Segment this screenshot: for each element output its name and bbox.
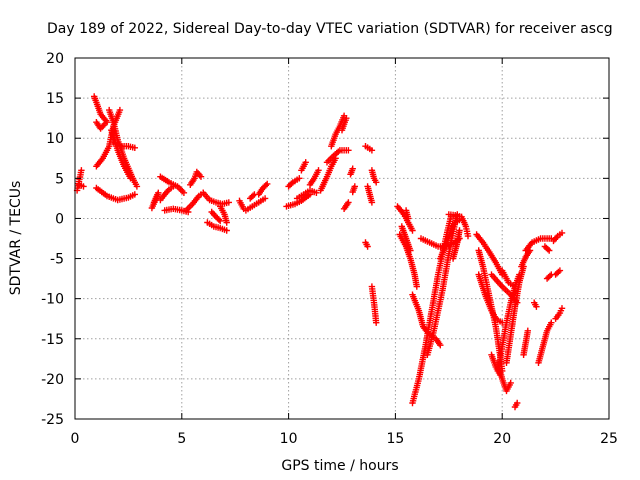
data-point-marker [101, 120, 109, 127]
data-point-marker [511, 283, 519, 290]
y-tick-label: 15 [46, 91, 64, 107]
data-point-marker [558, 229, 566, 237]
data-point-marker [548, 319, 555, 326]
data-point-marker [368, 147, 376, 154]
y-tick-label: -5 [50, 252, 64, 268]
data-point-marker [368, 199, 376, 206]
data-point-marker [351, 183, 358, 190]
y-axis-label: SDTVAR / TECUs [8, 181, 24, 296]
y-tick-labels: 20 15 10 5 0 -5 -10 -15 -20 -25 [41, 51, 64, 428]
x-tick-label: 10 [280, 431, 298, 447]
data-point-marker [544, 246, 551, 253]
x-axis-label: GPS time / hours [281, 458, 398, 474]
data-point-marker [223, 227, 230, 234]
data-point-marker [197, 173, 205, 180]
x-tick-labels: 0 5 10 15 20 25 [71, 431, 618, 447]
data-point-marker [507, 379, 514, 387]
data-point-marker [217, 217, 224, 225]
data-point-marker [343, 115, 350, 122]
data-point-marker [313, 189, 320, 196]
data-point-marker [262, 182, 269, 189]
y-tick-label: -10 [41, 292, 64, 308]
data-point-marker [296, 175, 303, 182]
chart-title: Day 189 of 2022, Sidereal Day-to-day VTE… [47, 21, 613, 37]
data-point-marker [373, 179, 380, 186]
data-point-marker [373, 319, 380, 326]
data-point-marker [180, 189, 188, 196]
data-point-marker [514, 299, 521, 306]
x-tick-label: 15 [386, 431, 404, 447]
y-tick-label: -20 [41, 372, 64, 388]
y-tick-label: -25 [41, 412, 64, 428]
data-points [73, 93, 566, 411]
data-point-marker [514, 399, 521, 407]
data-point-marker [413, 283, 420, 290]
data-point-marker [405, 215, 412, 222]
data-point-marker [456, 227, 463, 234]
data-point-marker [409, 227, 416, 234]
data-point-marker [261, 195, 269, 202]
y-tick-label: -15 [41, 332, 64, 348]
data-point-marker [264, 180, 271, 188]
x-tick-label: 5 [177, 431, 186, 447]
x-tick-label: 20 [493, 431, 511, 447]
data-point-marker [315, 167, 322, 174]
data-point-marker [345, 199, 352, 206]
y-tick-label: 20 [46, 51, 64, 67]
data-point-marker [131, 191, 138, 198]
data-point-marker [546, 272, 554, 280]
data-point-marker [546, 247, 553, 254]
data-point-marker [249, 192, 257, 199]
grid-lines [75, 58, 609, 419]
axis-ticks [74, 57, 610, 420]
data-point-marker [116, 106, 124, 114]
data-point-marker [215, 216, 222, 223]
data-point-marker [80, 183, 87, 190]
data-point-marker [302, 159, 309, 166]
data-point-marker [464, 232, 472, 240]
y-tick-label: 0 [55, 211, 64, 227]
data-point-marker [131, 144, 138, 151]
data-point-marker [127, 175, 134, 182]
data-point-marker [223, 219, 230, 226]
data-point-marker [345, 147, 352, 154]
data-point-marker [349, 165, 356, 172]
data-point-marker [225, 199, 232, 206]
data-point-marker [496, 371, 504, 379]
y-tick-label: 5 [55, 171, 64, 187]
data-point-marker [524, 327, 531, 334]
data-point-marker [133, 183, 141, 190]
y-tick-label: 10 [46, 131, 64, 147]
data-point-marker [556, 267, 564, 274]
data-point-marker [533, 303, 540, 310]
x-tick-label: 0 [71, 431, 80, 447]
data-point-marker [407, 247, 414, 254]
plot-frame [74, 57, 610, 420]
data-point-marker [78, 167, 85, 174]
x-tick-label: 25 [600, 431, 618, 447]
data-point-marker [150, 199, 158, 206]
data-point-marker [558, 305, 566, 312]
data-point-marker [437, 342, 444, 349]
data-point-marker [364, 243, 371, 250]
